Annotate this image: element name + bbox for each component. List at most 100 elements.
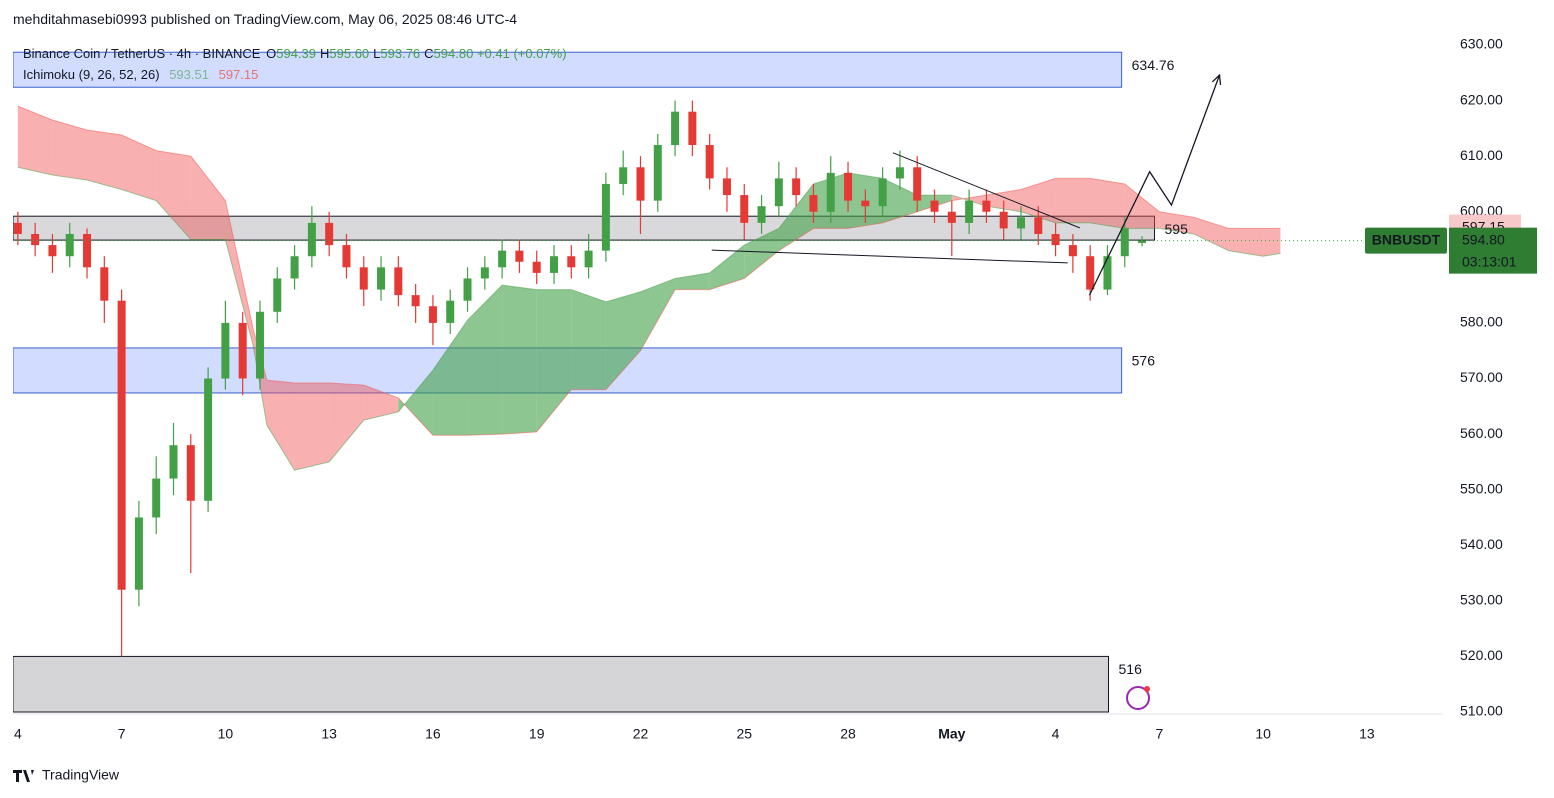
candle-body <box>498 250 507 268</box>
candle-body <box>273 278 282 312</box>
candle-body <box>809 195 818 212</box>
alert-dot <box>1144 686 1150 692</box>
cloud <box>536 289 572 432</box>
cloud <box>605 291 641 390</box>
tv-logo <box>13 770 34 782</box>
cloud <box>17 106 53 176</box>
ohlc-value: 594.39 <box>276 46 316 61</box>
indicator-line: Ichimoku (9, 26, 52, 26) 593.51 597.15 <box>23 67 258 82</box>
candle-body <box>1086 256 1095 290</box>
cloud-line <box>17 166 1281 471</box>
cloud <box>467 285 503 436</box>
price-box-label: 594.80 <box>1462 231 1505 247</box>
candle-body <box>930 200 939 212</box>
candle-body <box>878 178 887 207</box>
x-tick-label: 10 <box>1255 726 1271 742</box>
candle-body <box>411 295 420 307</box>
candle-body <box>688 111 697 146</box>
candle-body <box>100 267 109 301</box>
zone <box>13 51 1123 88</box>
candle-body <box>204 378 213 501</box>
candle-body <box>152 478 161 518</box>
candle-body <box>325 222 334 246</box>
candle-body <box>480 267 489 279</box>
candle-body <box>584 250 593 268</box>
y-tick-label: 610.00 <box>1460 147 1503 163</box>
cloud <box>1228 228 1264 257</box>
candle-body <box>394 267 403 296</box>
ohlc-value: 595.60 <box>329 46 370 61</box>
candle-body <box>861 200 870 207</box>
cloud <box>294 382 330 471</box>
candle-body <box>982 200 991 212</box>
plot <box>13 51 1281 713</box>
cloud <box>1263 228 1281 257</box>
candle-body <box>965 200 974 223</box>
y-tick-label: 540.00 <box>1460 536 1503 552</box>
candle-body <box>463 278 472 301</box>
cloud <box>882 178 918 223</box>
cloud <box>1090 178 1125 229</box>
zone-label: 595 <box>1165 221 1189 237</box>
cloud <box>225 200 254 346</box>
zone-label: 576 <box>1132 353 1156 369</box>
candle-body <box>671 111 680 146</box>
candle-body <box>1120 228 1129 257</box>
candle-body <box>740 195 749 223</box>
candle-body <box>895 167 904 179</box>
ohlc-letter: L <box>373 46 381 61</box>
candle-body <box>1051 233 1060 246</box>
cloud <box>398 370 433 436</box>
zone-label: 634.76 <box>1132 57 1175 73</box>
ohlc-value: 593.76 <box>380 46 421 61</box>
candle-body <box>117 300 126 590</box>
candle-body <box>913 167 922 201</box>
cloud <box>1124 183 1160 229</box>
y-tick-label: 570.00 <box>1460 369 1503 385</box>
x-tick-label: 13 <box>1359 726 1375 742</box>
cloud <box>1193 217 1229 251</box>
cloud <box>1055 178 1091 223</box>
change: +0.41 (+0.07%) <box>476 46 567 61</box>
ticker-label: BNBUSDT <box>1372 231 1441 247</box>
x-tick-label: 25 <box>736 726 752 742</box>
x-tick-label: 4 <box>1052 726 1060 742</box>
trendline <box>711 249 1068 264</box>
x-tick-label: 22 <box>633 726 649 742</box>
y-tick-label: 520.00 <box>1460 647 1503 663</box>
lead-b: 597.15 <box>218 67 259 82</box>
brand: TradingView <box>42 767 120 783</box>
candle-body <box>169 445 178 479</box>
candle-body <box>65 233 74 257</box>
candle-body <box>1068 245 1077 257</box>
cloud <box>190 156 226 240</box>
cloud <box>363 385 399 421</box>
candle-body <box>134 517 143 590</box>
candle-body <box>428 306 437 323</box>
candle-body <box>48 245 57 257</box>
candle-body <box>221 322 230 379</box>
candle-body <box>1103 256 1112 290</box>
symbol: Binance Coin / TetherUS · 4h · BINANCE <box>23 46 261 61</box>
cloud-line <box>17 105 1281 436</box>
zone <box>13 655 1110 713</box>
zone-label: 516 <box>1119 661 1143 677</box>
alert-icon <box>1126 686 1150 710</box>
publisher: mehditahmasebi0993 published on TradingV… <box>13 11 518 27</box>
candle-body <box>1138 240 1147 243</box>
cloud <box>52 120 88 181</box>
candle-body <box>1016 217 1025 229</box>
candle-body <box>844 172 853 201</box>
projection-arrow <box>1088 74 1221 296</box>
candle-body <box>13 222 22 234</box>
x-tick-label: 13 <box>321 726 337 742</box>
candle-body <box>342 245 351 268</box>
candle-body <box>774 178 783 207</box>
candle-body <box>359 267 368 290</box>
candle-body <box>83 233 92 268</box>
ohlc-letter: H <box>320 46 330 61</box>
countdown: 03:13:01 <box>1462 253 1517 269</box>
candle-body <box>1034 217 1043 234</box>
candle-body <box>446 300 455 323</box>
